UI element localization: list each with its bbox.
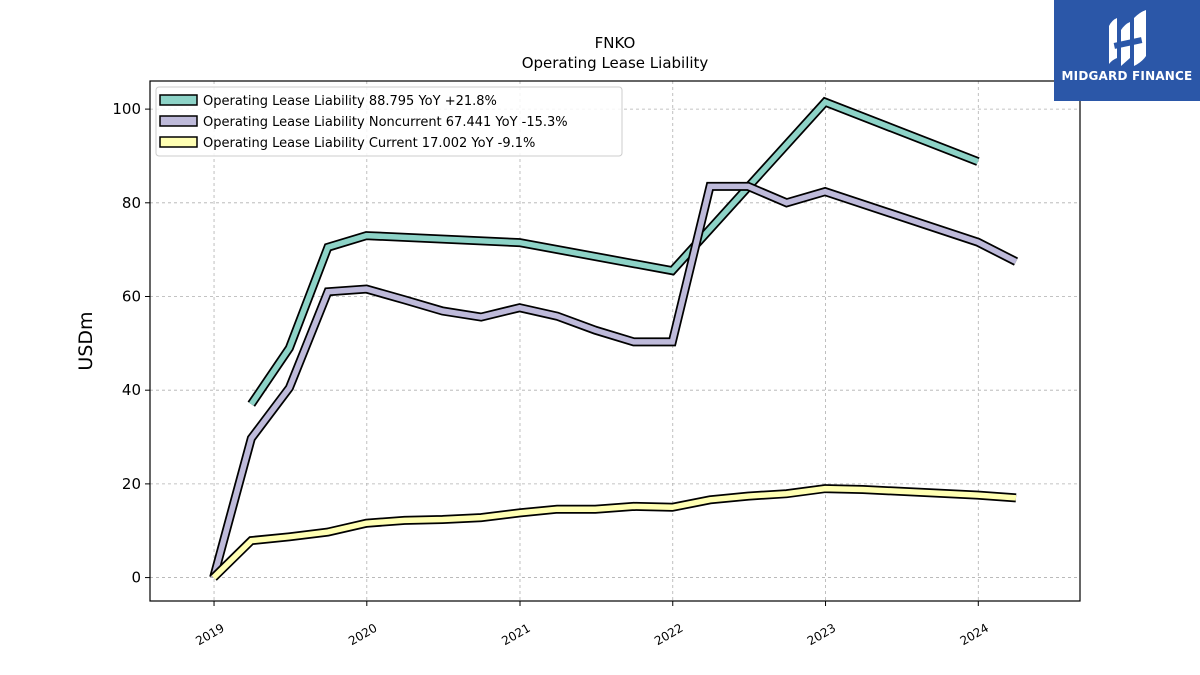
axis-ticks: 0 20 40 60 80 100 2019 2020 2021 2022 2023 2024 — [112, 100, 991, 648]
legend: Operating Lease Liability 88.795 YoY +21… — [155, 86, 623, 157]
series-line-1 — [249, 98, 979, 406]
midgard-logo-icon — [1109, 10, 1146, 66]
y-tick-label: 60 — [122, 287, 141, 305]
y-axis-label: USDm — [75, 311, 97, 370]
legend-swatch — [159, 94, 198, 106]
legend-entry: Operating Lease Liability 88.795 YoY +21… — [203, 94, 497, 109]
legend-swatch — [159, 136, 198, 148]
x-tick-label: 2020 — [346, 621, 379, 648]
x-tick-label: 2021 — [499, 621, 532, 648]
x-tick-label: 2023 — [805, 621, 838, 648]
series-line-2 — [210, 183, 1018, 579]
series-line-3 — [211, 485, 1017, 580]
y-tick-label: 100 — [112, 100, 141, 118]
grid-lines — [150, 81, 1080, 601]
x-tick-label: 2019 — [193, 621, 226, 648]
x-tick-label: 2022 — [652, 621, 685, 648]
series-lines — [209, 96, 1019, 581]
plot-frame — [149, 80, 1081, 602]
chart-subtitle: Operating Lease Liability — [522, 54, 709, 72]
y-tick-label: 0 — [131, 569, 141, 587]
chart-title: FNKO — [595, 34, 636, 52]
y-tick-label: 20 — [122, 475, 141, 493]
legend-swatch — [159, 115, 198, 127]
y-tick-label: 40 — [122, 381, 141, 399]
legend-entry: Operating Lease Liability Current 17.002… — [203, 136, 535, 151]
legend-box — [155, 86, 623, 157]
brand-name: MIDGARD FINANCE — [1061, 69, 1193, 83]
x-tick-label: 2024 — [958, 621, 991, 648]
y-tick-label: 80 — [122, 194, 141, 212]
legend-entry: Operating Lease Liability Noncurrent 67.… — [203, 115, 568, 130]
midgard-finance-logo: MIDGARD FINANCE — [1054, 0, 1200, 101]
